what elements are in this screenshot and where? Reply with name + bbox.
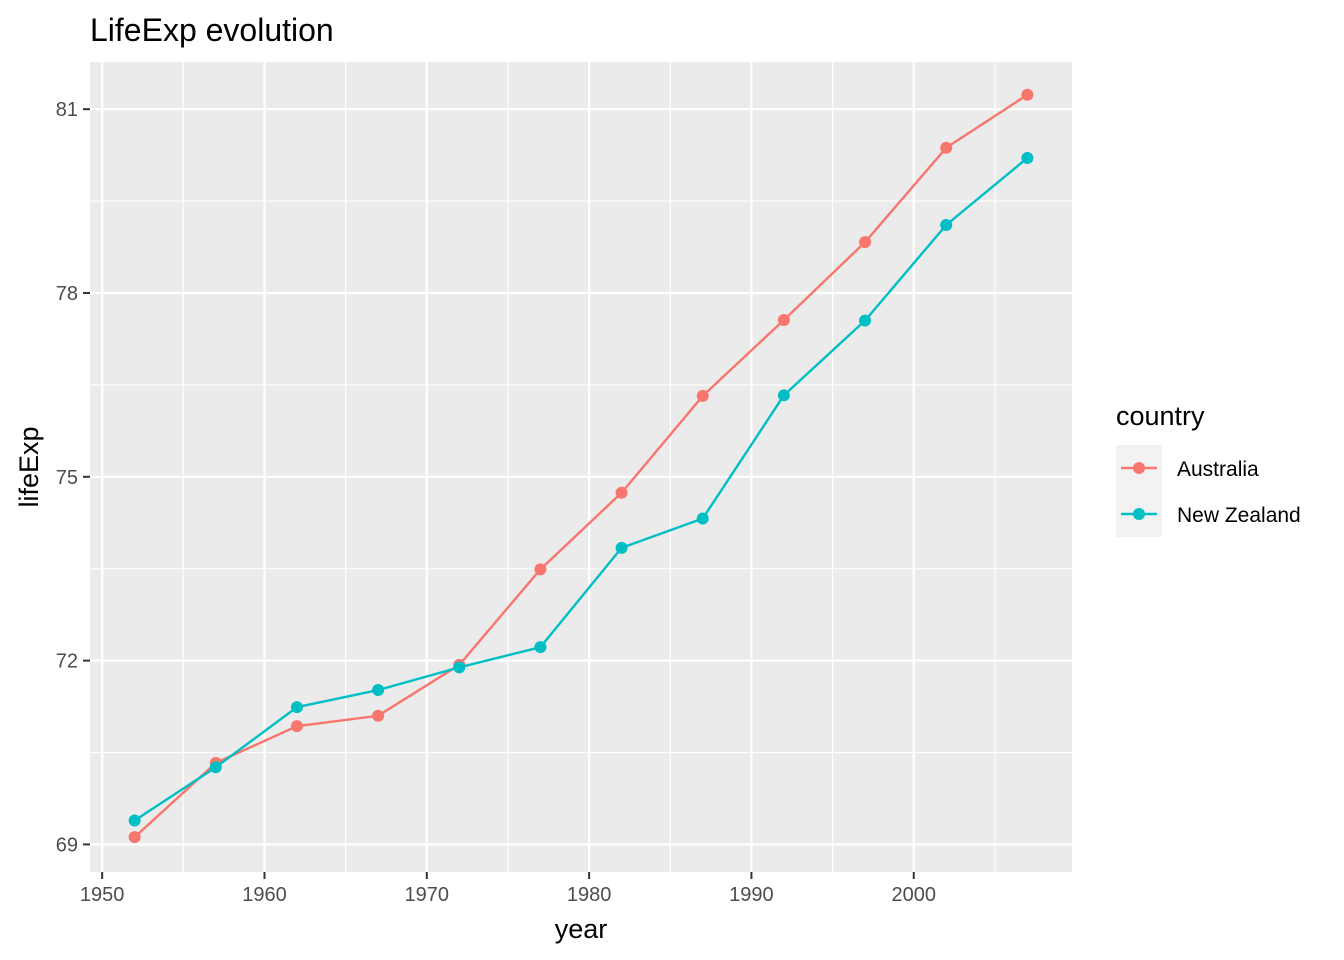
data-point: [777, 389, 790, 402]
y-axis: 69 72 75 78 81: [56, 99, 90, 856]
data-point: [940, 141, 953, 154]
data-point: [209, 761, 222, 774]
major-gridlines: [90, 62, 1072, 872]
data-point: [128, 831, 141, 844]
data-point: [696, 389, 709, 402]
data-point: [940, 218, 953, 231]
data-point: [1021, 88, 1034, 101]
data-point: [534, 563, 547, 576]
y-tick-label: 78: [56, 283, 78, 305]
data-point: [615, 486, 628, 499]
legend-title: country: [1116, 401, 1205, 431]
y-tick-label: 75: [56, 467, 78, 489]
x-tick-label: 1970: [405, 884, 450, 906]
data-point: [696, 512, 709, 525]
data-point: [372, 684, 385, 697]
chart-title: LifeExp evolution: [90, 12, 334, 48]
legend-key-point: [1133, 462, 1145, 474]
data-point: [372, 709, 385, 722]
legend-label: New Zealand: [1177, 504, 1301, 527]
x-tick-label: 2000: [891, 884, 936, 906]
data-point: [453, 661, 466, 674]
minor-gridlines: [90, 62, 1072, 872]
plot-panel: [90, 62, 1072, 872]
series-layer: [128, 88, 1034, 844]
series-line: [133, 157, 1029, 822]
x-axis: 1950 1960 1970 1980 1990 2000: [80, 872, 936, 906]
x-axis-title: year: [555, 914, 608, 944]
y-axis-title: lifeExp: [14, 426, 44, 507]
data-point: [290, 720, 303, 733]
data-point: [615, 541, 628, 554]
y-tick-label: 69: [56, 834, 78, 856]
data-point: [859, 314, 872, 327]
legend: country Australia New Zealand: [1116, 401, 1301, 537]
data-point: [290, 701, 303, 714]
data-point: [128, 814, 141, 827]
data-point: [1021, 151, 1034, 164]
x-tick-label: 1990: [729, 884, 774, 906]
legend-label: Australia: [1177, 458, 1259, 481]
data-point: [777, 313, 790, 326]
data-point: [534, 641, 547, 654]
y-tick-label: 72: [56, 651, 78, 673]
y-tick-label: 81: [56, 99, 78, 121]
x-tick-label: 1950: [80, 884, 125, 906]
legend-key-point: [1133, 508, 1145, 520]
x-tick-label: 1980: [567, 884, 612, 906]
series-line: [133, 93, 1029, 838]
data-point: [859, 236, 872, 249]
x-tick-label: 1960: [242, 884, 287, 906]
